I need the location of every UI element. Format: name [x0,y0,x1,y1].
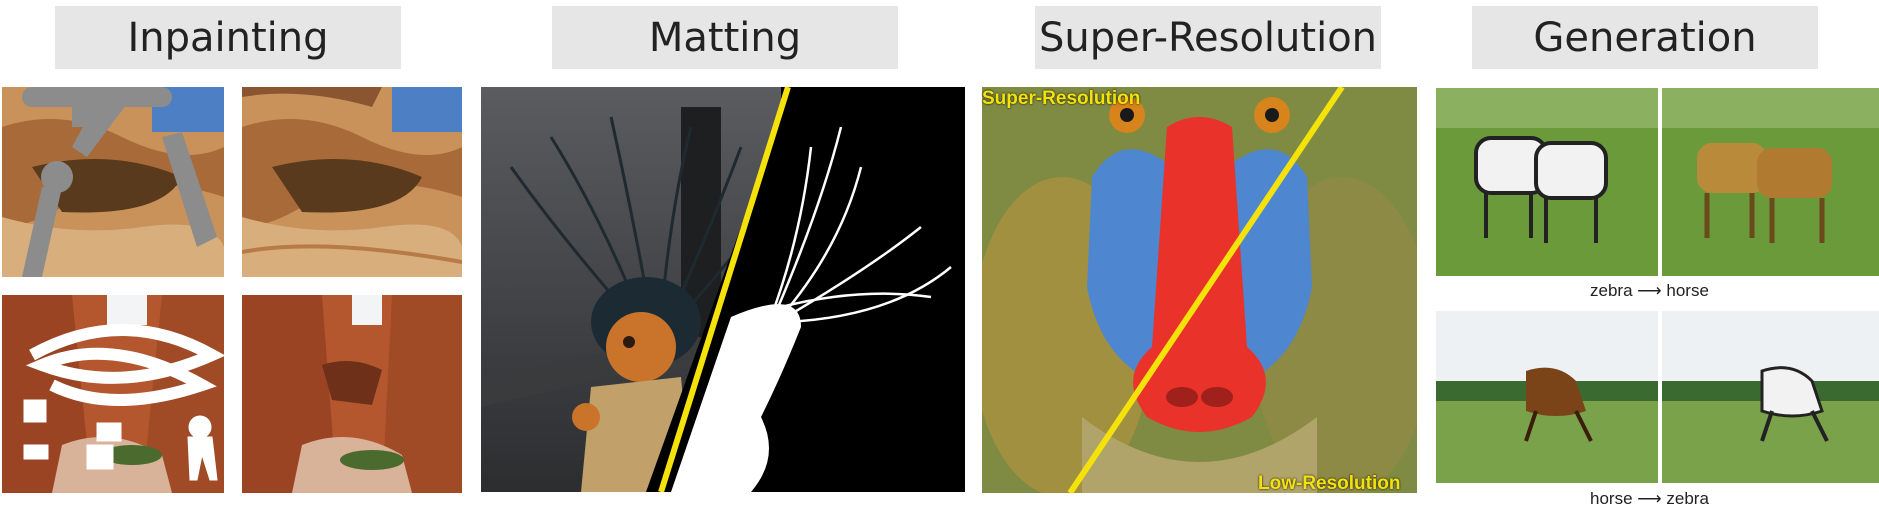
generation-horse-output-image [1662,88,1879,276]
caption-bottom-from: horse [1590,489,1633,508]
super-resolution-label: Super-Resolution [982,88,1141,109]
generation-caption-bottom: horse ⟶ zebra [1590,489,1709,509]
caption-bottom-arrow: ⟶ [1637,489,1662,508]
low-resolution-label: Low-Resolution [1258,473,1401,494]
inpainting-masked-canyon-image [2,87,224,277]
caption-top-arrow: ⟶ [1637,281,1662,300]
matting-troll-doll-image [481,87,965,492]
super-resolution-mandrill-image [982,87,1417,493]
caption-bottom-to: zebra [1666,489,1709,508]
super-resolution-title: Super-Resolution [1035,6,1381,69]
generation-horse-input-image [1436,311,1658,483]
inpainting-title: Inpainting [55,6,401,69]
inpainting-masked-gorge-image [2,295,224,493]
caption-top-from: zebra [1590,281,1633,300]
generation-title: Generation [1472,6,1818,69]
generation-zebra-input-image [1436,88,1658,276]
matting-title: Matting [552,6,898,69]
generation-zebra-output-image [1662,311,1879,483]
inpainting-restored-canyon-image [242,87,462,277]
inpainting-restored-gorge-image [242,295,462,493]
generation-caption-top: zebra ⟶ horse [1590,281,1709,301]
caption-top-to: horse [1666,281,1709,300]
